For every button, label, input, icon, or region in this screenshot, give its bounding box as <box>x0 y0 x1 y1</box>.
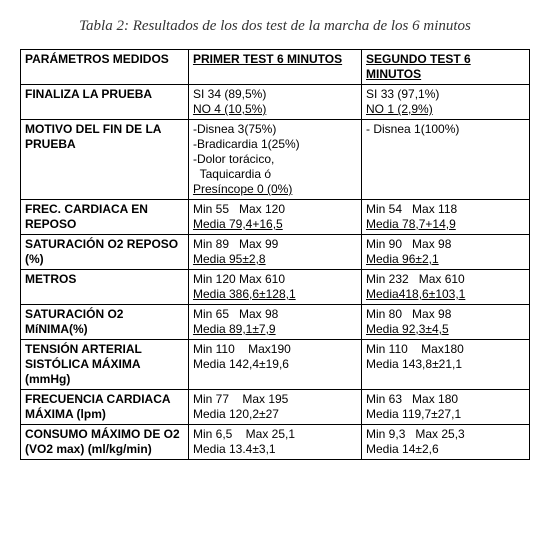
test1-cell: Min 120 Max 610 Media 386,6±128,1 <box>188 270 361 305</box>
test1-cell: Min 55 Max 120 Media 79,4+16,5 <box>188 200 361 235</box>
table-row: MOTIVO DEL FIN DE LA PRUEBA -Disnea 3(75… <box>21 120 530 200</box>
header-test1: PRIMER TEST 6 MINUTOS <box>188 50 361 85</box>
table-row: TENSIÓN ARTERIAL SISTÓLICA MÁXIMA (mmHg)… <box>21 340 530 390</box>
test1-cell: Min 77 Max 195 Media 120,2±27 <box>188 390 361 425</box>
table-row: METROS Min 120 Max 610 Media 386,6±128,1… <box>21 270 530 305</box>
test1-cell: Min 89 Max 99 Media 95±2,8 <box>188 235 361 270</box>
test1-cell: SI 34 (89,5%) NO 4 (10,5%) <box>188 85 361 120</box>
table-row: FRECUENCIA CARDIACA MÁXIMA (lpm) Min 77 … <box>21 390 530 425</box>
param-cell: SATURACIÓN O2 REPOSO (%) <box>21 235 189 270</box>
test2-cell: Min 232 Max 610 Media418,6±103,1 <box>362 270 530 305</box>
param-cell: MOTIVO DEL FIN DE LA PRUEBA <box>21 120 189 200</box>
header-row: PARÁMETROS MEDIDOS PRIMER TEST 6 MINUTOS… <box>21 50 530 85</box>
test2-cell: Min 110 Max180 Media 143,8±21,1 <box>362 340 530 390</box>
test1-cell: Min 65 Max 98 Media 89,1±7,9 <box>188 305 361 340</box>
table-row: FREC. CARDIACA EN REPOSO Min 55 Max 120 … <box>21 200 530 235</box>
results-table: PARÁMETROS MEDIDOS PRIMER TEST 6 MINUTOS… <box>20 49 530 460</box>
test2-cell: Min 80 Max 98 Media 92,3±4,5 <box>362 305 530 340</box>
param-cell: FREC. CARDIACA EN REPOSO <box>21 200 189 235</box>
header-test2: SEGUNDO TEST 6 MINUTOS <box>362 50 530 85</box>
table-caption: Tabla 2: Resultados de los dos test de l… <box>20 18 530 35</box>
param-cell: METROS <box>21 270 189 305</box>
table-row: SATURACIÓN O2 MíNIMA(%) Min 65 Max 98 Me… <box>21 305 530 340</box>
param-cell: SATURACIÓN O2 MíNIMA(%) <box>21 305 189 340</box>
test2-cell: Min 9,3 Max 25,3 Media 14±2,6 <box>362 425 530 460</box>
test2-cell: Min 63 Max 180 Media 119,7±27,1 <box>362 390 530 425</box>
test1-cell: -Disnea 3(75%) -Bradicardia 1(25%) -Dolo… <box>188 120 361 200</box>
param-cell: CONSUMO MÁXIMO DE O2 (VO2 max) (ml/kg/mi… <box>21 425 189 460</box>
header-param: PARÁMETROS MEDIDOS <box>21 50 189 85</box>
test2-cell: Min 54 Max 118 Media 78,7+14,9 <box>362 200 530 235</box>
table-row: FINALIZA LA PRUEBA SI 34 (89,5%) NO 4 (1… <box>21 85 530 120</box>
param-cell: FRECUENCIA CARDIACA MÁXIMA (lpm) <box>21 390 189 425</box>
test2-cell: SI 33 (97,1%) NO 1 (2,9%) <box>362 85 530 120</box>
test1-cell: Min 6,5 Max 25,1 Media 13.4±3,1 <box>188 425 361 460</box>
param-cell: FINALIZA LA PRUEBA <box>21 85 189 120</box>
table-row: SATURACIÓN O2 REPOSO (%) Min 89 Max 99 M… <box>21 235 530 270</box>
param-cell: TENSIÓN ARTERIAL SISTÓLICA MÁXIMA (mmHg) <box>21 340 189 390</box>
table-row: CONSUMO MÁXIMO DE O2 (VO2 max) (ml/kg/mi… <box>21 425 530 460</box>
test2-cell: - Disnea 1(100%) <box>362 120 530 200</box>
test1-cell: Min 110 Max190 Media 142,4±19,6 <box>188 340 361 390</box>
test2-cell: Min 90 Max 98 Media 96±2,1 <box>362 235 530 270</box>
